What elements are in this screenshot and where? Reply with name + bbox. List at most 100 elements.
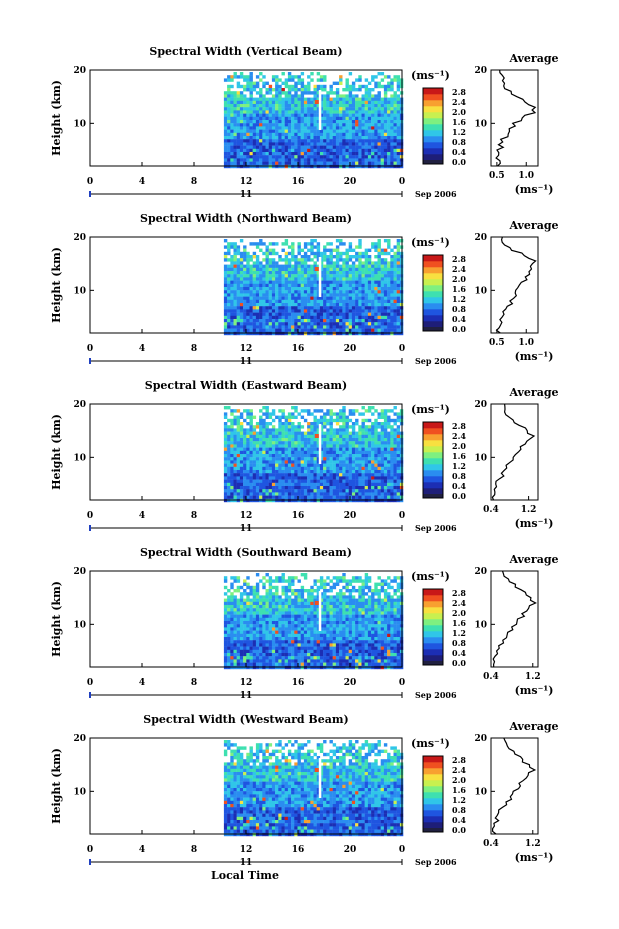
heatmap-cell (259, 158, 263, 162)
heatmap-cell (307, 299, 311, 304)
heatmap-cell (252, 158, 257, 162)
heatmap-cell (313, 148, 317, 153)
heatmap-cell (300, 573, 305, 577)
heatmap-cell (233, 116, 237, 121)
heatmap-cell (342, 120, 346, 124)
heatmap-cell (233, 476, 237, 480)
heatmap-cell (243, 120, 247, 124)
heatmap-cell (342, 277, 346, 281)
heatmap-cell (294, 155, 298, 159)
heatmap-cell (275, 261, 279, 265)
heatmap-cell (268, 271, 273, 275)
heatmap-cell (371, 155, 375, 159)
heatmap-cell (374, 132, 378, 137)
heatmap-cell (329, 248, 333, 252)
heatmap-cell (377, 306, 381, 310)
heatmap-cell (396, 251, 401, 256)
heatmap-cell (255, 489, 260, 493)
colorbar-segment (423, 148, 443, 155)
heatmap-cell (383, 277, 388, 281)
heatmap-cell (252, 136, 257, 140)
heatmap-cell (300, 466, 305, 471)
heatmap-cell (303, 450, 308, 455)
heatmap-cell (284, 274, 289, 278)
heatmap-cell (246, 277, 250, 281)
heatmap-cell (358, 100, 362, 105)
heatmap-cell (303, 97, 308, 101)
heatmap-cell (246, 595, 250, 599)
heatmap-cell (383, 274, 388, 278)
heatmap-cell (223, 322, 228, 326)
heatmap-cell (239, 287, 244, 291)
heatmap-cell (265, 422, 269, 426)
heatmap-cell (319, 328, 324, 332)
heatmap-cell (361, 428, 365, 432)
heatmap-cell (255, 75, 260, 79)
heatmap-cell (310, 161, 314, 165)
heatmap-cell (329, 139, 333, 143)
heatmap-cell (252, 287, 257, 291)
heatmap-cell (380, 589, 385, 593)
heatmap-cell (387, 425, 391, 429)
heatmap-cell (230, 94, 234, 98)
heatmap-cell (294, 328, 298, 332)
heatmap-cell (303, 258, 308, 262)
heatmap-cell (358, 457, 362, 461)
heatmap-cell (300, 312, 305, 316)
heatmap-cell (335, 595, 340, 599)
heatmap-cell (243, 132, 247, 137)
heatmap-cell (297, 598, 301, 602)
heatmap-cell (294, 489, 298, 493)
heatmap-cell (300, 409, 305, 413)
heatmap-cell (367, 492, 372, 496)
heatmap-cell (348, 296, 353, 300)
heatmap-cell (255, 309, 260, 313)
heatmap-cells (223, 573, 404, 670)
heatmap-cell (374, 261, 378, 265)
heatmap-cell (223, 116, 228, 121)
heatmap-cell (351, 428, 356, 432)
heatmap-cell (361, 441, 365, 445)
heatmap-cell (319, 579, 324, 583)
heatmap-cell (323, 415, 327, 419)
heatmap-cell (380, 293, 385, 297)
heatmap-cell (332, 264, 337, 268)
heatmap-cell (246, 463, 250, 467)
heatmap-cell (329, 145, 333, 149)
heatmap-cell (332, 476, 337, 480)
heatmap-cell (284, 271, 289, 275)
heatmap-cell (284, 495, 289, 499)
heatmap-cell (300, 91, 305, 95)
heatmap-cell (313, 315, 317, 320)
heatmap-cell (297, 271, 301, 275)
heatmap-cell (294, 158, 298, 162)
heatmap-cell (255, 460, 260, 464)
heatmap-cell (297, 447, 301, 451)
heatmap-cell (307, 267, 311, 272)
heatmap-cell (255, 271, 260, 275)
heatmap-cell (371, 242, 375, 246)
heatmap-cell (223, 454, 228, 458)
heatmap-cell (249, 155, 253, 159)
heatmap-cell (281, 431, 285, 435)
heatmap-cell (303, 441, 308, 445)
heatmap-cell (246, 110, 250, 114)
heatmap-cell (387, 463, 391, 467)
heatmap-cell (246, 415, 250, 419)
x-tick-label: 0 (399, 177, 405, 187)
heatmap-cell (371, 322, 375, 326)
heatmap-cell (335, 145, 340, 149)
heatmap-cell (329, 129, 333, 133)
heatmap-cell (355, 434, 359, 439)
heatmap-cell (323, 97, 327, 101)
heatmap-cell (310, 136, 314, 140)
heatmap-cell (310, 589, 314, 593)
heatmap-cell (390, 100, 394, 105)
heatmap-cell (383, 290, 388, 294)
heatmap-cell (348, 412, 353, 416)
heatmap-cell (351, 110, 356, 114)
heatmap-cell (287, 251, 292, 256)
heatmap-cell (332, 482, 337, 487)
heatmap-cell (297, 283, 301, 288)
heatmap-cell (300, 129, 305, 133)
